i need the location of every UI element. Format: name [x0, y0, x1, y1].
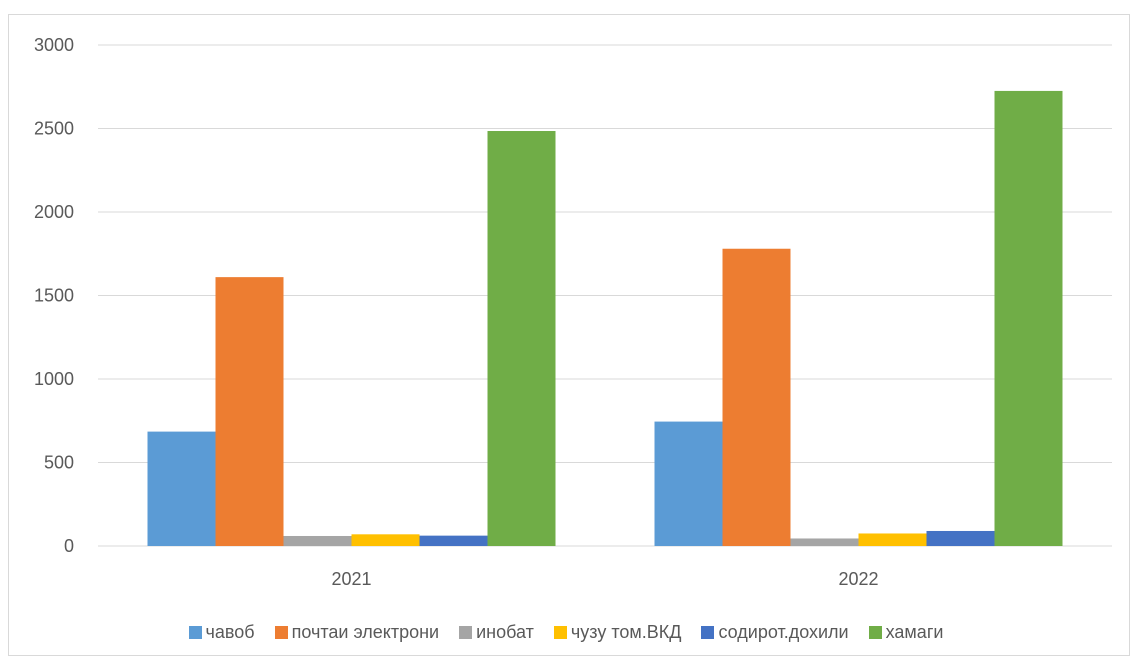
bar-2022-series-4 — [926, 530, 995, 546]
y-tick-label: 0 — [64, 536, 74, 556]
legend-label: инобат — [476, 621, 534, 642]
y-tick-label: 1000 — [34, 369, 74, 389]
bar-2021-series-2 — [283, 535, 352, 546]
legend-item: содирот.дохили — [701, 621, 849, 643]
bar-2021-series-5 — [487, 131, 556, 546]
legend-label: чавоб — [205, 621, 255, 642]
legend-label: почтаи электрони — [291, 621, 440, 642]
legend-item: чавоб — [188, 621, 255, 643]
y-tick-label: 1500 — [34, 286, 74, 306]
chart-frame — [8, 14, 1130, 656]
bar-2022-series-0 — [654, 421, 723, 546]
bar-2021-series-0 — [147, 431, 216, 546]
legend-item: чузу том.ВКД — [553, 621, 682, 643]
bar-2022-series-2 — [790, 538, 859, 546]
x-tick-label: 2021 — [331, 569, 371, 589]
legend-swatch — [274, 625, 288, 639]
bar-2022-series-1 — [722, 248, 791, 547]
x-axis-ticks: 2021 2022 — [331, 569, 878, 589]
bar-2021-series-3 — [351, 534, 420, 546]
legend-item: инобат — [459, 622, 534, 643]
bars — [147, 90, 1063, 547]
legend: чавоб почтаи электрони инобат чузу том.ВКД с… — [0, 618, 1132, 646]
legend-label: чузу том.ВКД — [570, 621, 682, 642]
y-axis-ticks: 0 500 1000 1500 2000 2500 3000 — [34, 35, 74, 556]
legend-label: хамаги — [885, 621, 944, 642]
legend-item: почтаи электрони — [274, 621, 440, 643]
bar-2021-series-4 — [419, 535, 488, 546]
bar-2021-series-1 — [215, 277, 284, 546]
y-tick-label: 2000 — [34, 202, 74, 222]
bar-2022-series-5 — [994, 90, 1063, 547]
legend-swatch — [188, 625, 202, 639]
legend-label: содирот.дохили — [718, 621, 849, 642]
y-tick-label: 500 — [44, 453, 74, 473]
legend-item: хамаги — [868, 621, 944, 643]
bar-2022-series-3 — [858, 533, 927, 546]
legend-swatch — [868, 625, 882, 639]
legend-swatch — [701, 625, 715, 639]
y-tick-label: 3000 — [34, 35, 74, 55]
bar-chart: 0 500 1000 1500 2000 2500 3000 2021 2022 — [34, 35, 1112, 589]
legend-swatch — [553, 625, 567, 639]
x-tick-label: 2022 — [838, 569, 878, 589]
y-tick-label: 2500 — [34, 119, 74, 139]
legend-swatch — [459, 625, 473, 639]
